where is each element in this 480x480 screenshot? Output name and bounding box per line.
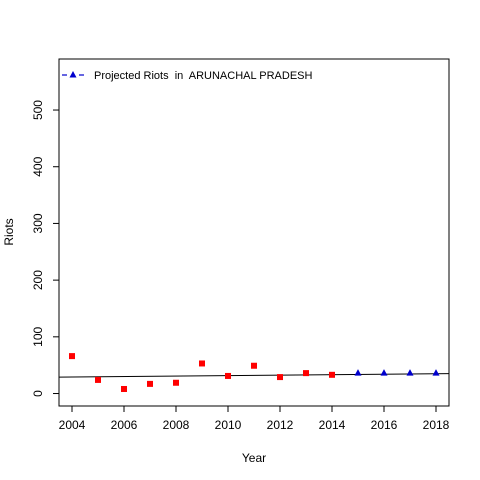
data-points xyxy=(69,353,440,392)
data-point-observed xyxy=(277,374,283,381)
y-tick-label: 500 xyxy=(31,100,45,120)
trend-line-group xyxy=(58,373,450,378)
y-tick-label: 400 xyxy=(31,156,45,176)
y-tick-label: 200 xyxy=(31,270,45,290)
trend-line xyxy=(58,373,450,378)
y-tick-label: 300 xyxy=(31,213,45,233)
data-point-observed xyxy=(303,370,309,377)
x-tick-label: 2008 xyxy=(163,418,190,432)
data-point-projected xyxy=(354,369,362,376)
x-tick-label: 2010 xyxy=(215,418,242,432)
data-point-observed xyxy=(69,353,75,360)
x-tick-label: 2012 xyxy=(267,418,294,432)
data-point-observed xyxy=(199,360,205,367)
legend-triangle-icon xyxy=(69,71,77,78)
legend: Projected Riots in ARUNACHAL PRADESH xyxy=(62,70,312,82)
y-tick-label: 0 xyxy=(31,390,45,397)
x-tick-label: 2014 xyxy=(319,418,346,432)
data-point-observed xyxy=(121,385,127,392)
x-tick-label: 2016 xyxy=(371,418,398,432)
data-point-projected xyxy=(432,369,440,376)
plot-frame xyxy=(58,58,450,407)
y-axis-label: Riots xyxy=(2,218,16,245)
x-axis-label: Year xyxy=(242,451,266,465)
data-point-observed xyxy=(329,371,335,378)
data-point-projected xyxy=(380,369,388,376)
x-axis: 2004 2006 2008 2010 2012 2014 2016 2018 xyxy=(59,405,450,432)
x-tick-label: 2006 xyxy=(111,418,138,432)
data-point-projected xyxy=(406,369,414,376)
data-point-observed xyxy=(173,379,179,386)
data-point-observed xyxy=(95,376,101,383)
x-tick-label: 2018 xyxy=(423,418,450,432)
legend-label: Projected Riots in ARUNACHAL PRADESH xyxy=(94,70,312,82)
data-point-observed xyxy=(251,362,257,369)
data-point-observed xyxy=(225,372,231,379)
data-point-observed xyxy=(147,380,153,387)
y-tick-label: 100 xyxy=(31,326,45,346)
y-axis: 0 100 200 300 400 500 xyxy=(31,100,60,397)
x-tick-label: 2004 xyxy=(59,418,86,432)
